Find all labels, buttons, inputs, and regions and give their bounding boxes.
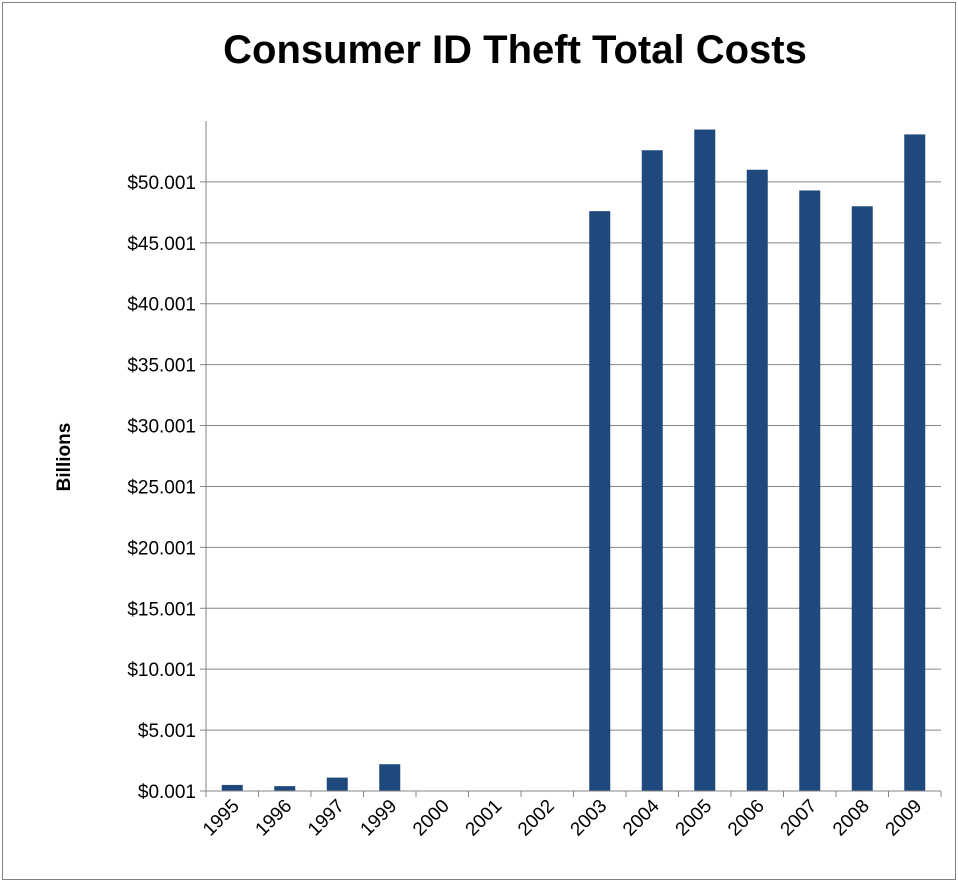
y-tick-label: $20.001: [127, 538, 196, 559]
x-tick-label: 2003: [567, 796, 612, 841]
bar: [589, 211, 611, 791]
axes: [200, 121, 942, 797]
y-tick-label: $15.001: [127, 599, 196, 620]
y-tick-label: $45.001: [127, 234, 196, 255]
bar: [274, 786, 296, 791]
bar: [694, 129, 716, 792]
bar: [379, 764, 401, 791]
y-tick-label: $5.001: [138, 721, 196, 742]
bar: [746, 169, 768, 792]
x-tick-label: 2007: [777, 796, 822, 841]
bar: [641, 150, 663, 792]
chart-title: Consumer ID Theft Total Costs: [223, 28, 807, 72]
x-tick-label: 1999: [357, 796, 402, 841]
y-tick-label: $30.001: [127, 417, 196, 438]
x-tick-label: 2000: [409, 796, 454, 841]
x-tick-label: 2008: [829, 796, 874, 841]
bar: [326, 777, 348, 791]
x-tick-label: 1997: [304, 796, 349, 841]
bar: [221, 784, 243, 791]
x-tick-label: 1995: [199, 796, 244, 841]
x-tick-label: 2002: [514, 796, 559, 841]
x-tick-labels: 1995 1996 1997 1999 2000 2001 2002 2003 2004 2005…: [199, 795, 926, 840]
x-tick-label: 2009: [882, 796, 927, 841]
y-tick-label: $35.001: [127, 356, 196, 377]
x-tick-label: 2005: [672, 796, 717, 841]
x-tick-label: 1996: [252, 796, 297, 841]
x-tick-label: 2006: [724, 796, 769, 841]
y-tick-label: $25.001: [127, 477, 196, 498]
bar-chart: Consumer ID Theft Total Costs $0.001 $5.0…: [54, 28, 942, 840]
bar: [799, 190, 821, 791]
bar: [904, 134, 926, 792]
x-tick-label: 2001: [462, 796, 507, 841]
bar: [851, 206, 873, 791]
y-tick-labels: $0.001 $5.001 $10.001 $15.001 $20.001 $25.001…: [127, 173, 196, 803]
x-tick-label: 2004: [619, 795, 664, 840]
y-tick-label: $50.001: [127, 173, 196, 194]
y-tick-label: $10.001: [127, 660, 196, 681]
y-axis-label: Billions: [54, 423, 75, 492]
gridlines: [206, 181, 941, 731]
y-tick-label: $0.001: [138, 782, 196, 803]
bars: [221, 129, 926, 792]
y-tick-label: $40.001: [127, 295, 196, 316]
